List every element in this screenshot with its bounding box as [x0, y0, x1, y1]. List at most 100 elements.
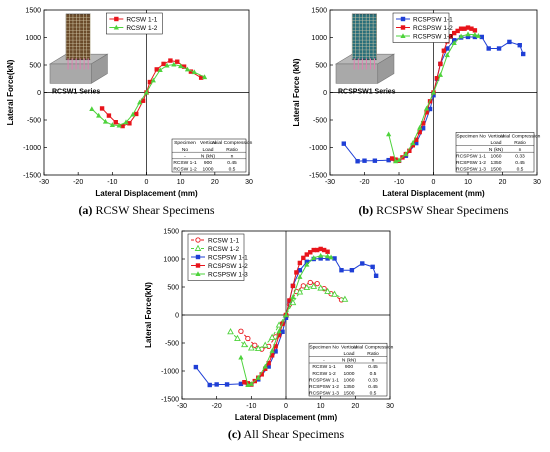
data-point [362, 158, 367, 163]
data-point [410, 140, 416, 146]
legend-entry-label: RCSW 1-1 [208, 238, 239, 245]
y-tick-label: 0 [175, 313, 179, 320]
data-point [438, 61, 443, 67]
y-tick-label: 1500 [25, 8, 41, 15]
data-point [317, 284, 325, 291]
y-tick-label: 0 [323, 90, 327, 97]
y-tick-label: -1500 [161, 397, 179, 404]
data-point [303, 283, 311, 291]
data-point [396, 157, 402, 163]
x-axis-label: Lateral Displacement (mm) [382, 189, 485, 198]
data-point [266, 364, 271, 369]
data-point [517, 43, 522, 48]
x-tick-label: 0 [145, 179, 149, 186]
x-tick-label: 10 [177, 179, 185, 186]
data-point [134, 111, 139, 117]
table-cell: RCSW 1-2 [173, 167, 197, 173]
data-point [102, 118, 109, 124]
table-cell: RCSPSW 1-1 [309, 377, 339, 383]
inset-series-label: RCSPSW1 Series [338, 88, 396, 95]
data-point [360, 261, 365, 266]
data-point [475, 33, 481, 38]
data-point [318, 246, 323, 252]
x-tick-label: 20 [499, 179, 507, 186]
data-point [462, 26, 467, 31]
table-cell: 1060 [344, 377, 355, 383]
table-header-cell: Vertical [341, 344, 357, 350]
data-point [297, 268, 303, 273]
y-tick-label: 1500 [311, 8, 327, 15]
data-point [386, 157, 391, 163]
legend-box [106, 12, 163, 35]
table-header-cell: Load [491, 140, 502, 146]
table-header-cell: Load [344, 351, 355, 357]
y-tick-label: 1500 [163, 229, 179, 236]
data-point [201, 74, 208, 80]
data-point [301, 255, 306, 261]
data-point [297, 274, 303, 279]
table-header-cell: Vertical [200, 140, 216, 146]
table-header-cell: N (kN) [201, 153, 215, 159]
data-point [507, 39, 512, 45]
inset-series-label: RCSW1 Series [52, 88, 100, 95]
y-tick-label: 500 [29, 63, 41, 70]
data-point [227, 328, 234, 335]
data-point [308, 250, 313, 255]
data-point [283, 315, 289, 320]
x-tick-label: 10 [317, 403, 325, 410]
data-point [486, 46, 491, 51]
data-point [318, 252, 324, 258]
legend-marker [195, 263, 201, 268]
legend-entry-label: RCSPSW 1-2 [208, 263, 248, 270]
specimen-illustration [48, 13, 109, 84]
legend-marker [400, 25, 406, 30]
data-point [143, 89, 150, 95]
data-point [157, 67, 163, 72]
data-point [472, 34, 478, 40]
data-point [479, 34, 484, 40]
data-point [437, 72, 443, 77]
table-header-cell: Specimen No [456, 134, 486, 140]
caption-letter: (a) [78, 203, 92, 217]
data-point [140, 98, 146, 103]
data-point [261, 341, 269, 348]
y-tick-label: -500 [27, 118, 41, 125]
y-tick-label: -1000 [23, 145, 41, 152]
data-point [445, 46, 450, 51]
table-header-cell: Specimen No [309, 344, 339, 350]
table-header-cell: - [184, 154, 186, 159]
data-point [109, 122, 115, 127]
data-point [238, 328, 244, 334]
data-point [311, 247, 316, 253]
data-point [89, 106, 95, 111]
table-cell: 0.5 [517, 167, 524, 173]
table-cell: 0.5 [229, 167, 236, 173]
data-point [420, 126, 426, 131]
data-point [123, 119, 129, 125]
table-header-cell: - [323, 359, 325, 364]
data-point [355, 159, 360, 164]
x-tick-label: 30 [533, 179, 541, 186]
data-point [407, 148, 412, 153]
y-tick-label: 1000 [311, 35, 327, 42]
table-cell: 1350 [344, 384, 355, 390]
data-point [247, 344, 255, 351]
y-tick-label: -1000 [309, 145, 327, 152]
x-tick-label: 30 [386, 403, 394, 410]
caption-text: All Shear Specimens [241, 427, 344, 441]
table-frame [308, 342, 388, 397]
data-point [188, 69, 194, 74]
data-point [269, 348, 275, 353]
data-point [214, 382, 219, 387]
data-point [465, 34, 471, 40]
data-point [181, 64, 187, 69]
data-point [184, 66, 191, 72]
data-point [458, 33, 464, 39]
data-point [452, 30, 457, 36]
data-point [424, 105, 430, 111]
data-point [370, 264, 375, 270]
data-point [410, 143, 415, 148]
